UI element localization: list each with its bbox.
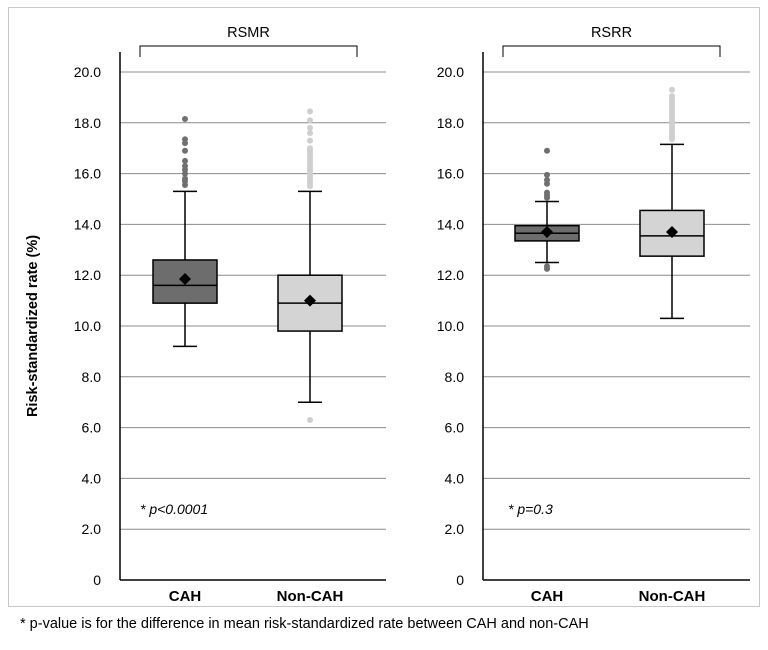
- x-category-label: CAH: [169, 588, 202, 605]
- y-tick-label: 0: [93, 572, 101, 588]
- outlier-point: [544, 176, 550, 183]
- outlier-point: [544, 171, 550, 178]
- outlier-point: [307, 124, 313, 131]
- y-tick-label: 4.0: [82, 470, 102, 486]
- y-tick-label: 14.0: [74, 216, 101, 232]
- y-tick-label: 14.0: [437, 216, 464, 232]
- outlier-point: [307, 117, 313, 124]
- box-cah: CAH: [152, 115, 218, 605]
- box-non-cah: Non-CAH: [277, 108, 344, 605]
- y-tick-label: 6.0: [445, 420, 465, 436]
- y-tick-label: 20.0: [74, 64, 101, 80]
- outlier-point: [544, 147, 550, 154]
- y-tick-label: 18.0: [437, 115, 464, 131]
- outlier-point: [669, 93, 675, 100]
- chart-frame: [8, 7, 760, 607]
- panel-title: RSMR: [227, 25, 270, 41]
- box-non-cah: Non-CAH: [639, 86, 706, 605]
- panel-title: RSRR: [591, 25, 632, 41]
- outlier-point: [182, 175, 188, 182]
- p-value-annotation: * p=0.3: [508, 501, 553, 517]
- y-tick-label: 16.0: [437, 166, 464, 182]
- outlier-point: [544, 263, 550, 270]
- y-tick-label: 12.0: [74, 267, 101, 283]
- x-category-label: Non-CAH: [639, 588, 706, 605]
- y-tick-label: 2.0: [445, 521, 465, 537]
- outlier-point: [182, 157, 188, 164]
- p-value-annotation: * p<0.0001: [140, 501, 208, 517]
- outlier-point: [307, 129, 313, 136]
- outlier-point: [544, 189, 550, 196]
- outlier-point: [307, 416, 313, 423]
- y-tick-label: 20.0: [437, 64, 464, 80]
- outlier-point: [307, 145, 313, 152]
- y-tick-label: 4.0: [445, 470, 465, 486]
- y-tick-label: 12.0: [437, 267, 464, 283]
- outlier-point: [182, 136, 188, 143]
- footnote: * p-value is for the difference in mean …: [20, 616, 589, 632]
- box-cah: CAH: [514, 147, 580, 605]
- mean-marker: [541, 226, 553, 239]
- mean-marker: [179, 273, 191, 286]
- outlier-point: [307, 108, 313, 115]
- outlier-point: [182, 115, 188, 122]
- outlier-point: [182, 147, 188, 154]
- y-tick-label: 6.0: [82, 420, 102, 436]
- y-tick-label: 10.0: [437, 318, 464, 334]
- y-tick-label: 8.0: [445, 369, 465, 385]
- y-tick-label: 18.0: [74, 115, 101, 131]
- y-axis-label: Risk-standardized rate (%): [25, 235, 41, 417]
- y-tick-label: 2.0: [82, 521, 102, 537]
- chart-panel-rsmr: 0 2.0 4.0 6.0 8.0 10.0 12.0 14.0 16.0 18.0 20.0 RSM…: [74, 25, 386, 605]
- panel-bracket: [502, 45, 721, 57]
- mean-marker: [666, 226, 678, 239]
- outlier-point: [307, 137, 313, 144]
- panel-bracket: [139, 45, 358, 57]
- y-tick-label: 0: [456, 572, 464, 588]
- outlier-point: [669, 86, 675, 93]
- x-category-label: CAH: [531, 588, 564, 605]
- mean-marker: [304, 294, 316, 307]
- y-tick-label: 8.0: [82, 369, 102, 385]
- y-tick-label: 16.0: [74, 166, 101, 182]
- y-tick-label: 10.0: [74, 318, 101, 334]
- x-category-label: Non-CAH: [277, 588, 344, 605]
- outlier-point: [182, 162, 188, 169]
- chart-panel-rsrr: 0 2.0 4.0 6.0 8.0 10.0 12.0 14.0 16.0 18.0 20.0 RSR…: [437, 25, 750, 605]
